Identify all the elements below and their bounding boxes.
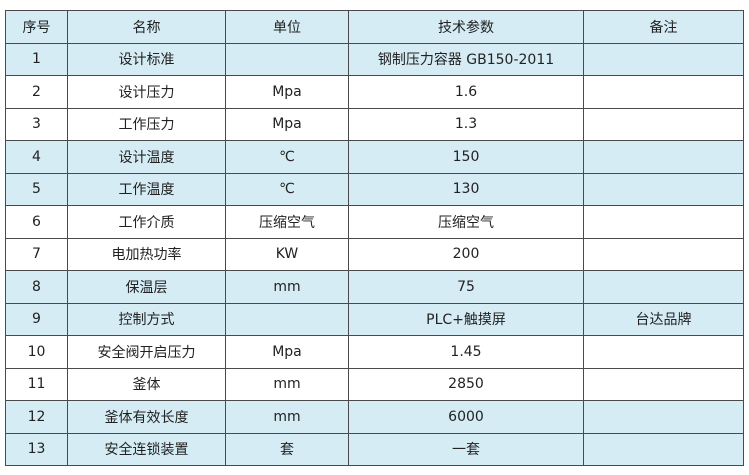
cell-name: 釜体有效长度 [67,400,226,434]
cell-index: 6 [5,205,68,239]
cell-unit: mm [225,400,349,434]
cell-index: 3 [5,107,68,141]
table-row: 8 保温层 mm 75 [5,270,744,304]
cell-parameter: 1.45 [348,335,584,369]
cell-unit: mm [225,270,349,304]
column-header-parameter: 技术参数 [348,10,584,44]
cell-remark [583,75,744,109]
cell-name: 控制方式 [67,302,226,336]
cell-name: 工作介质 [67,205,226,239]
table-row: 9 控制方式 PLC+触摸屏 台达品牌 [5,302,744,336]
cell-index: 7 [5,237,68,271]
cell-unit: 套 [225,432,349,466]
cell-parameter: 1.3 [348,107,584,141]
cell-parameter: 一套 [348,432,584,466]
column-header-index: 序号 [5,10,68,44]
cell-parameter: 钢制压力容器 GB150-2011 [348,42,584,76]
cell-index: 9 [5,302,68,336]
cell-remark [583,432,744,466]
cell-remark [583,237,744,271]
table-row: 3 工作压力 Mpa 1.3 [5,107,744,141]
cell-index: 11 [5,367,68,401]
cell-index: 8 [5,270,68,304]
cell-unit: Mpa [225,335,349,369]
column-header-remark: 备注 [583,10,744,44]
cell-index: 1 [5,42,68,76]
cell-remark [583,172,744,206]
table-row: 11 釜体 mm 2850 [5,367,744,401]
table-row: 4 设计温度 ℃ 150 [5,140,744,174]
cell-parameter: 1.6 [348,75,584,109]
cell-name: 工作温度 [67,172,226,206]
cell-remark [583,42,744,76]
cell-parameter: 150 [348,140,584,174]
cell-index: 13 [5,432,68,466]
cell-name: 电加热功率 [67,237,226,271]
cell-remark [583,400,744,434]
cell-unit: Mpa [225,107,349,141]
column-header-unit: 单位 [225,10,349,44]
cell-name: 设计温度 [67,140,226,174]
table-header-row: 序号 名称 单位 技术参数 备注 [5,10,744,44]
cell-name: 安全阀开启压力 [67,335,226,369]
cell-remark [583,140,744,174]
cell-unit [225,42,349,76]
cell-parameter: 压缩空气 [348,205,584,239]
cell-unit: ℃ [225,140,349,174]
table-row: 13 安全连锁装置套一套 [5,432,744,466]
cell-parameter: PLC+触摸屏 [348,302,584,336]
table-row: 12 釜体有效长度 mm 6000 [5,400,744,434]
cell-remark [583,335,744,369]
table-row: 5 工作温度 ℃ 130 [5,172,744,206]
table-row: 10 安全阀开启压力 Mpa 1.45 [5,335,744,369]
cell-parameter: 6000 [348,400,584,434]
cell-index: 5 [5,172,68,206]
cell-name: 设计标准 [67,42,226,76]
cell-index: 12 [5,400,68,434]
cell-unit: mm [225,367,349,401]
cell-parameter: 2850 [348,367,584,401]
table-row: 6 工作介质 压缩空气 压缩空气 [5,205,744,239]
cell-unit: Mpa [225,75,349,109]
cell-name: 工作压力 [67,107,226,141]
cell-remark [583,270,744,304]
cell-unit: KW [225,237,349,271]
cell-index: 4 [5,140,68,174]
cell-name: 釜体 [67,367,226,401]
cell-name: 设计压力 [67,75,226,109]
cell-unit [225,302,349,336]
cell-name: 安全连锁装置 [67,432,226,466]
cell-remark [583,107,744,141]
cell-parameter: 130 [348,172,584,206]
cell-unit: ℃ [225,172,349,206]
cell-remark [583,367,744,401]
cell-parameter: 75 [348,270,584,304]
cell-index: 10 [5,335,68,369]
cell-remark: 台达品牌 [583,302,744,336]
spec-table: 序号 名称 单位 技术参数 备注 1 设计标准 钢制压力容器 GB150-2011 2 设计压力… [5,10,744,466]
cell-name: 保温层 [67,270,226,304]
table-row: 7 电加热功率 KW 200 [5,237,744,271]
cell-parameter: 200 [348,237,584,271]
cell-remark [583,205,744,239]
cell-index: 2 [5,75,68,109]
table-row: 1 设计标准 钢制压力容器 GB150-2011 [5,42,744,76]
table-row: 2 设计压力 Mpa 1.6 [5,75,744,109]
column-header-name: 名称 [67,10,226,44]
cell-unit: 压缩空气 [225,205,349,239]
